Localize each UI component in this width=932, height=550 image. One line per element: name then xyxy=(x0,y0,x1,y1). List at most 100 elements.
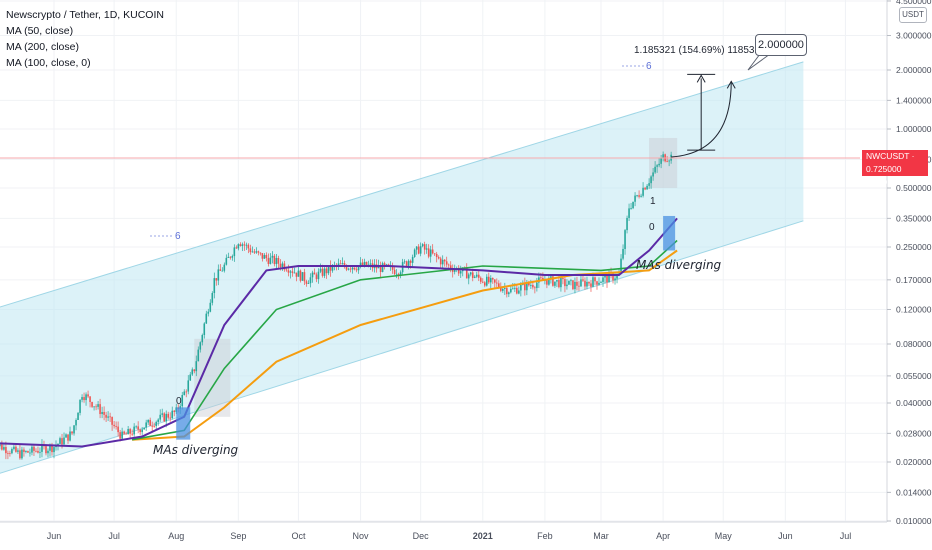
candle-body xyxy=(187,380,190,392)
candle-body xyxy=(423,244,426,250)
candle-body xyxy=(526,282,528,291)
candle-body xyxy=(15,446,17,452)
y-tick-label: 0.500000 xyxy=(896,183,932,193)
x-axis: Jun Jul Aug Sep Oct Nov Dec 2021 Feb Mar Apr May Jun… xyxy=(47,531,851,541)
candle-body xyxy=(151,425,153,427)
candle-body xyxy=(536,282,538,289)
candle-body xyxy=(514,287,516,289)
candle-body xyxy=(309,277,312,284)
candle-body xyxy=(558,280,560,288)
candle-body xyxy=(303,272,306,282)
candle-body xyxy=(0,444,1,447)
candle-body xyxy=(299,270,302,281)
candle-body xyxy=(101,411,103,415)
candle-body xyxy=(534,287,536,289)
candle-body xyxy=(257,251,260,253)
candle-body xyxy=(427,248,430,257)
candle-body xyxy=(221,270,224,272)
candle-body xyxy=(275,257,278,265)
candle-body xyxy=(391,265,394,270)
candle-body xyxy=(215,278,218,281)
candle-body xyxy=(614,278,616,281)
candle-body xyxy=(652,172,654,177)
diverging-highlights xyxy=(176,215,676,440)
candle-body xyxy=(588,281,590,284)
candle-body xyxy=(53,447,55,453)
candle-body xyxy=(379,265,382,272)
x-tick-label: Jun xyxy=(47,531,62,541)
candle-body xyxy=(359,262,362,266)
candle-body xyxy=(554,281,556,286)
x-tick-label: Apr xyxy=(656,531,670,541)
y-tick-label: 0.020000 xyxy=(896,457,932,467)
candle-body xyxy=(63,437,65,445)
candle-body xyxy=(181,395,184,407)
candle-body xyxy=(331,265,334,271)
candle-body xyxy=(562,278,564,280)
legend-ma100[interactable]: MA (100, close, 0) xyxy=(6,57,91,69)
candle-body xyxy=(447,264,450,266)
candle-body xyxy=(33,446,35,451)
candle-body xyxy=(295,272,298,277)
candle-body xyxy=(642,187,644,196)
candle-body xyxy=(231,256,234,258)
candle-body xyxy=(139,429,141,433)
y-tick-label: 0.120000 xyxy=(896,304,932,314)
candle-body xyxy=(233,247,236,257)
candle-body xyxy=(17,450,19,452)
candle-body xyxy=(277,257,280,264)
candle-body xyxy=(171,410,174,419)
candle-body xyxy=(395,273,398,275)
legend-ma200[interactable]: MA (200, close) xyxy=(6,41,79,53)
candle-body xyxy=(93,406,95,408)
candle-body xyxy=(199,342,202,350)
price-tag-value: 0.725000 xyxy=(866,164,902,174)
fib-label-6-left: 6 xyxy=(175,231,181,242)
candle-body xyxy=(87,394,89,397)
candle-body xyxy=(628,208,630,218)
candle-body xyxy=(568,280,570,285)
candle-body xyxy=(291,271,294,273)
candle-body xyxy=(365,261,368,267)
candle-body xyxy=(467,274,470,279)
candle-body xyxy=(133,426,135,435)
candle-body xyxy=(191,369,194,375)
candle-body xyxy=(341,263,344,265)
candle-body xyxy=(556,280,558,282)
candle-body xyxy=(167,413,170,418)
candle-body xyxy=(245,244,248,246)
candle-body xyxy=(624,230,626,249)
candle-body xyxy=(283,263,286,270)
candle-body xyxy=(431,249,434,254)
candle-body xyxy=(153,425,155,427)
y-tick-label: 0.010000 xyxy=(896,516,932,526)
candle-body xyxy=(119,432,121,439)
candle-body xyxy=(578,285,580,287)
candle-body xyxy=(105,414,107,418)
candle-body xyxy=(502,288,504,291)
candle-body xyxy=(407,260,410,266)
candle-body xyxy=(115,426,117,427)
candle-body xyxy=(343,263,346,267)
legend-ma50[interactable]: MA (50, close) xyxy=(6,25,74,37)
candle-body xyxy=(650,176,652,184)
candle-body xyxy=(127,428,129,435)
candle-body xyxy=(598,282,600,285)
chart-title: Newscrypto / Tether, 1D, KUCOIN xyxy=(6,9,164,21)
measure-label: 1.185321 (154.69%) 1185321 xyxy=(634,45,766,56)
candle-body xyxy=(485,276,488,286)
candle-body xyxy=(584,280,586,287)
candle-body xyxy=(103,411,105,415)
candle-body xyxy=(251,251,254,253)
candle-body xyxy=(41,444,43,452)
candle-body xyxy=(237,244,240,249)
target-callout[interactable]: 2.000000 xyxy=(755,34,807,56)
candle-body xyxy=(137,426,139,430)
legend: Newscrypto / Tether, 1D, KUCOIN MA (50, … xyxy=(6,7,164,71)
x-tick-label: Dec xyxy=(413,531,430,541)
candle-body xyxy=(518,290,520,294)
currency-unit-button[interactable]: USDT xyxy=(899,7,927,23)
candle-body xyxy=(91,402,93,407)
candle-body xyxy=(239,244,242,247)
